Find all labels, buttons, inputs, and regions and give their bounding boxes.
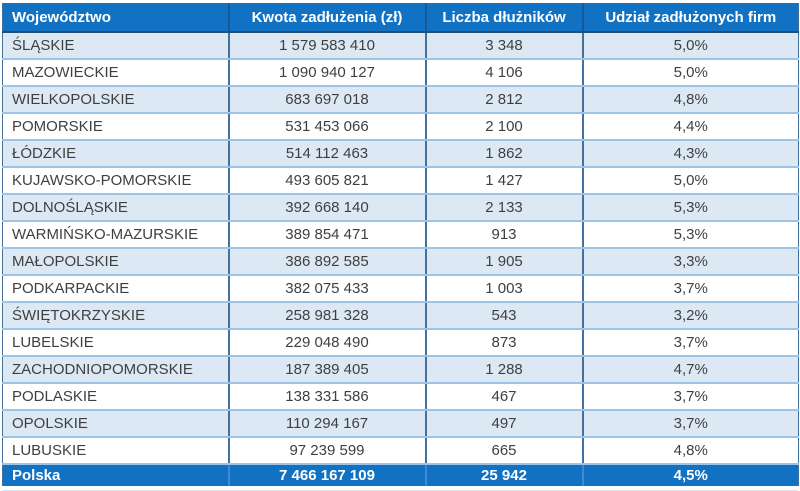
header-cell-kwota-zadluzenia: Kwota zadłużenia (zł): [228, 3, 427, 33]
footer-cell-label: Polska: [2, 463, 230, 486]
table-cell: 1 862: [425, 139, 584, 168]
table-cell: LUBELSKIE: [2, 328, 230, 357]
table-cell: 2 812: [425, 85, 584, 114]
table-cell: LUBUSKIE: [2, 436, 230, 465]
table-cell: 187 389 405: [228, 355, 427, 384]
table-cell: 5,0%: [582, 58, 799, 87]
table-cell: 4,7%: [582, 355, 799, 384]
table-row: ŚLĄSKIE 1 579 583 410 3 348 5,0%: [2, 31, 799, 60]
table-row: OPOLSKIE 110 294 167 497 3,7%: [2, 409, 799, 438]
table-row: POMORSKIE 531 453 066 2 100 4,4%: [2, 112, 799, 141]
table-cell: 5,3%: [582, 220, 799, 249]
table-row: PODLASKIE 138 331 586 467 3,7%: [2, 382, 799, 411]
table-cell: 913: [425, 220, 584, 249]
table-row: MAŁOPOLSKIE 386 892 585 1 905 3,3%: [2, 247, 799, 276]
header-row: Województwo Kwota zadłużenia (zł) Liczba…: [2, 3, 799, 33]
table-row: LUBELSKIE 229 048 490 873 3,7%: [2, 328, 799, 357]
table-cell: 392 668 140: [228, 193, 427, 222]
table-row: MAZOWIECKIE 1 090 940 127 4 106 5,0%: [2, 58, 799, 87]
table-row: ZACHODNIOPOMORSKIE 187 389 405 1 288 4,7%: [2, 355, 799, 384]
table-cell: 138 331 586: [228, 382, 427, 411]
table-cell: 229 048 490: [228, 328, 427, 357]
table-cell: 386 892 585: [228, 247, 427, 276]
table-cell: 683 697 018: [228, 85, 427, 114]
table-cell: DOLNOŚLĄSKIE: [2, 193, 230, 222]
table-row: ŚWIĘTOKRZYSKIE 258 981 328 543 3,2%: [2, 301, 799, 330]
table-cell: 497: [425, 409, 584, 438]
table-cell: 4 106: [425, 58, 584, 87]
table-body: ŚLĄSKIE 1 579 583 410 3 348 5,0% MAZOWIECKIE…: [2, 31, 799, 465]
table-cell: 389 854 471: [228, 220, 427, 249]
table-cell: OPOLSKIE: [2, 409, 230, 438]
table-cell: 3,7%: [582, 274, 799, 303]
table-cell: 873: [425, 328, 584, 357]
table-cell: 543: [425, 301, 584, 330]
table-cell: 4,4%: [582, 112, 799, 141]
table-cell: 97 239 599: [228, 436, 427, 465]
footer-cell-liczba: 25 942: [425, 463, 584, 486]
table-cell: 1 090 940 127: [228, 58, 427, 87]
table-cell: 1 003: [425, 274, 584, 303]
table-cell: ŁÓDZKIE: [2, 139, 230, 168]
table-cell: 258 981 328: [228, 301, 427, 330]
header-cell-udzial-zadluzonych-firm: Udział zadłużonych firm: [582, 3, 799, 33]
table-cell: 5,0%: [582, 166, 799, 195]
table-row: DOLNOŚLĄSKIE 392 668 140 2 133 5,3%: [2, 193, 799, 222]
table-cell: ZACHODNIOPOMORSKIE: [2, 355, 230, 384]
table-row: LUBUSKIE 97 239 599 665 4,8%: [2, 436, 799, 465]
table-cell: MAZOWIECKIE: [2, 58, 230, 87]
table-cell: 1 288: [425, 355, 584, 384]
header-cell-liczba-dluznikow: Liczba dłużników: [425, 3, 584, 33]
table-cell: 3,7%: [582, 409, 799, 438]
table-cell: 531 453 066: [228, 112, 427, 141]
table-cell: 3,3%: [582, 247, 799, 276]
table-row: ŁÓDZKIE 514 112 463 1 862 4,3%: [2, 139, 799, 168]
table-cell: 4,8%: [582, 85, 799, 114]
table-cell: PODLASKIE: [2, 382, 230, 411]
table-cell: 110 294 167: [228, 409, 427, 438]
table-cell: 5,3%: [582, 193, 799, 222]
table-cell: 1 579 583 410: [228, 31, 427, 60]
table-cell: 3,7%: [582, 328, 799, 357]
footer-cell-kwota: 7 466 167 109: [228, 463, 427, 486]
table-cell: 467: [425, 382, 584, 411]
table-cell: POMORSKIE: [2, 112, 230, 141]
table-cell: 5,0%: [582, 31, 799, 60]
table-row: WARMIŃSKO-MAZURSKIE 389 854 471 913 5,3%: [2, 220, 799, 249]
table-cell: 3 348: [425, 31, 584, 60]
table-header: Województwo Kwota zadłużenia (zł) Liczba…: [2, 3, 799, 33]
table-cell: KUJAWSKO-POMORSKIE: [2, 166, 230, 195]
table-cell: 514 112 463: [228, 139, 427, 168]
table-cell: ŚLĄSKIE: [2, 31, 230, 60]
table-cell: 2 100: [425, 112, 584, 141]
footer-row-polska: Polska 7 466 167 109 25 942 4,5%: [2, 463, 799, 486]
table-row: KUJAWSKO-POMORSKIE 493 605 821 1 427 5,0%: [2, 166, 799, 195]
bottom-edge: [2, 489, 798, 491]
table-cell: 493 605 821: [228, 166, 427, 195]
table-cell: WARMIŃSKO-MAZURSKIE: [2, 220, 230, 249]
table-cell: MAŁOPOLSKIE: [2, 247, 230, 276]
table-cell: PODKARPACKIE: [2, 274, 230, 303]
table-cell: 1 427: [425, 166, 584, 195]
table-cell: 2 133: [425, 193, 584, 222]
table-footer: Polska 7 466 167 109 25 942 4,5%: [2, 463, 799, 486]
debt-by-voivodeship-table: Województwo Kwota zadłużenia (zł) Liczba…: [2, 3, 799, 486]
table-cell: WIELKOPOLSKIE: [2, 85, 230, 114]
table-cell: 3,2%: [582, 301, 799, 330]
table-row: WIELKOPOLSKIE 683 697 018 2 812 4,8%: [2, 85, 799, 114]
table-cell: 4,8%: [582, 436, 799, 465]
table-cell: 3,7%: [582, 382, 799, 411]
footer-cell-udzial: 4,5%: [582, 463, 799, 486]
table-row: PODKARPACKIE 382 075 433 1 003 3,7%: [2, 274, 799, 303]
table-cell: 382 075 433: [228, 274, 427, 303]
header-cell-wojewodztwo: Województwo: [2, 3, 230, 33]
table-cell: 4,3%: [582, 139, 799, 168]
table-cell: ŚWIĘTOKRZYSKIE: [2, 301, 230, 330]
table-cell: 665: [425, 436, 584, 465]
table-cell: 1 905: [425, 247, 584, 276]
